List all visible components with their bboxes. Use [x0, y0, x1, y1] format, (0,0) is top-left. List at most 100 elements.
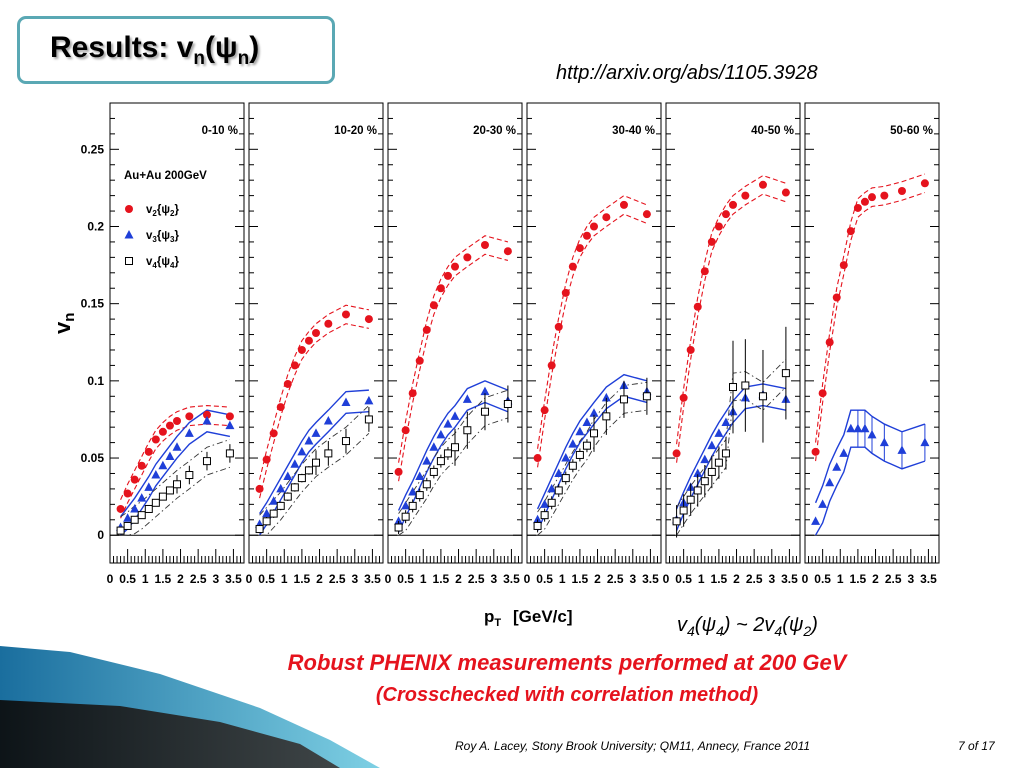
v4-point	[276, 501, 285, 510]
v4-point	[297, 474, 306, 483]
v3-point	[269, 496, 279, 505]
v3-point	[297, 446, 307, 456]
v4-point	[758, 392, 767, 401]
v3-point	[165, 451, 175, 460]
v4-point	[700, 477, 709, 486]
v2-point	[364, 315, 373, 324]
x-axis-label-unit: [GeV/c]	[513, 607, 573, 626]
legend-v4-label: v4{ψ4}	[146, 256, 179, 270]
v4-point	[582, 441, 591, 450]
v4-point	[729, 383, 737, 392]
v3-point	[462, 394, 472, 403]
v2-point	[700, 267, 709, 276]
v3-point	[920, 437, 930, 447]
v4-point	[341, 437, 350, 446]
v4-point	[503, 400, 512, 409]
v3-point	[436, 429, 446, 439]
v4-point	[693, 486, 702, 495]
x-tick-label: 1	[837, 572, 844, 586]
v2-point	[686, 345, 695, 354]
system-label: Au+Au 200GeV	[124, 170, 207, 182]
v2-point	[480, 241, 489, 250]
centrality-label: 10-20 %	[334, 125, 377, 137]
v2-point	[255, 484, 264, 493]
panel-0-10: 0 0.5 1 1.5 2 2.5 3 3.5 0-10 %	[107, 102, 245, 586]
v2-point	[202, 410, 211, 419]
y-tick-label: 0.25	[81, 142, 105, 156]
x-tick-label: 2	[733, 572, 740, 586]
v2-point	[290, 361, 299, 370]
v3-point	[225, 420, 235, 430]
v2-point	[846, 227, 855, 236]
title-main: Results: v	[50, 31, 194, 64]
v2-point	[151, 435, 160, 444]
v3-point	[283, 471, 293, 481]
v3-point	[151, 470, 161, 479]
centrality-label: 20-30 %	[473, 125, 516, 137]
v3-syst-band-upper	[536, 373, 648, 510]
v3-point	[341, 397, 351, 406]
v2-point	[860, 197, 869, 206]
x-tick-label: 3.5	[503, 572, 520, 586]
v3-point	[853, 423, 863, 433]
v2-point	[839, 261, 848, 270]
v2-point	[422, 325, 431, 334]
v3-point	[575, 426, 585, 436]
v4-point	[415, 491, 424, 500]
arxiv-url[interactable]: http://arxiv.org/abs/1105.3928	[556, 62, 818, 84]
v4-point	[714, 458, 723, 467]
v4-point	[540, 511, 549, 520]
v2-point	[825, 338, 834, 347]
v2-point	[262, 455, 271, 464]
note-part3: ) ~ 2v	[723, 614, 775, 636]
v4-relation-note: v4(ψ4) ~ 2v4(ψ2)	[677, 614, 818, 639]
x-tick-label: 1.5	[850, 572, 867, 586]
v4-point	[283, 492, 292, 501]
v3-point	[415, 471, 425, 481]
centrality-label: 0-10 %	[202, 125, 238, 137]
x-tick-label: 2	[872, 572, 879, 586]
v2-point	[554, 322, 563, 331]
v3-point	[422, 456, 432, 465]
v3-point	[601, 392, 611, 402]
v4-point	[173, 480, 181, 489]
v2-point	[818, 389, 827, 398]
v4-point	[429, 467, 438, 476]
v2-point	[451, 262, 459, 271]
x-tick-label: 1	[142, 572, 149, 586]
x-tick-label: 2.5	[885, 572, 902, 586]
x-tick-label: 1.5	[433, 572, 450, 586]
v2-point	[225, 412, 234, 421]
v2-point	[533, 454, 542, 463]
v4-point	[451, 443, 459, 452]
v4-point	[707, 467, 716, 476]
x-tick-label: 3	[351, 572, 358, 586]
v3-point	[202, 415, 212, 425]
v3-point	[897, 445, 907, 454]
v4-point	[561, 474, 570, 483]
v2-point	[312, 329, 320, 337]
v2-point	[619, 200, 628, 209]
v4-point	[312, 458, 320, 467]
page-number: 7 of 17	[958, 739, 995, 753]
x-tick-label: 2.5	[329, 572, 346, 586]
legend-v2-label: v2{ψ2}	[146, 204, 179, 218]
v4-point	[554, 486, 563, 495]
v3-point	[130, 503, 140, 513]
v3-syst-band-lower	[814, 446, 926, 536]
x-tick-label: 1.5	[572, 572, 589, 586]
v2-point	[173, 416, 181, 425]
v3-point	[860, 423, 870, 433]
decoration-dark-swoosh	[0, 700, 340, 768]
v3-point	[818, 499, 828, 508]
v2-point	[116, 504, 125, 513]
x-tick-label: 3.5	[364, 572, 381, 586]
v3-point	[825, 477, 835, 487]
v3-point	[443, 419, 453, 428]
y-tick-label: 0.2	[87, 219, 104, 233]
v3-point	[480, 386, 490, 396]
x-tick-label: 0.5	[536, 572, 553, 586]
v4-syst-band-lower	[398, 417, 509, 536]
v4-point	[290, 483, 299, 492]
v2-point	[540, 406, 549, 415]
